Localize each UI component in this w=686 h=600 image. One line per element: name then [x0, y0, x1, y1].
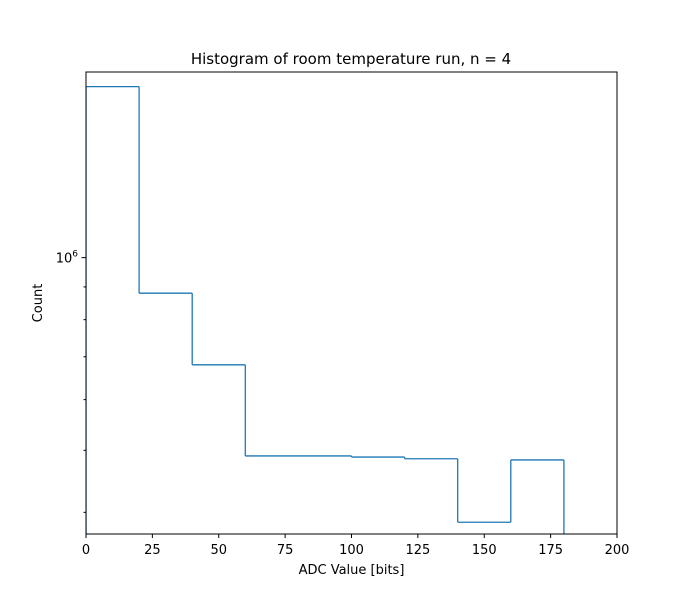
x-axis-label: ADC Value [bits] — [299, 563, 405, 578]
x-tick-label: 125 — [405, 543, 430, 558]
plot-frame — [85, 71, 618, 535]
x-tick-label: 150 — [472, 543, 497, 558]
x-tick-label: 25 — [144, 543, 161, 558]
y-tick-label: 106 — [56, 250, 79, 267]
x-tick-label: 0 — [82, 543, 90, 558]
x-tick-label: 100 — [339, 543, 364, 558]
x-tick-label: 175 — [538, 543, 563, 558]
histogram-steps — [86, 85, 565, 534]
x-axis-ticks: 0 25 50 75 100 125 150 175 200 — [82, 534, 630, 558]
x-tick-label: 50 — [210, 543, 227, 558]
chart-title: Histogram of room temperature run, n = 4 — [191, 50, 511, 68]
plot-area — [86, 85, 565, 534]
x-tick-label: 75 — [277, 543, 294, 558]
x-tick-label: 200 — [605, 543, 630, 558]
y-axis-label: Count — [31, 284, 46, 323]
